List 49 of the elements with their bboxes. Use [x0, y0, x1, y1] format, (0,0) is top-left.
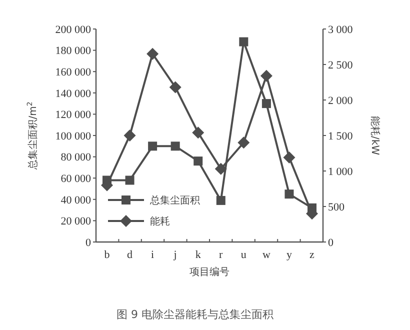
point [170, 142, 180, 151]
y2-tick-label: 2 500 [328, 59, 354, 72]
x-axis-title: 项目编号 [190, 266, 230, 278]
y-tick-label: 40 000 [60, 194, 92, 206]
y-tick-label: 180 000 [55, 45, 92, 58]
x-tick-label: u [240, 249, 247, 261]
y-tick-label: 80 000 [60, 152, 92, 164]
point [284, 190, 294, 199]
legend-label: 能耗 [150, 216, 170, 228]
x-tick-label: j [172, 249, 177, 261]
point [194, 156, 203, 166]
y2-tick-label: 500 [328, 201, 345, 214]
y-tick-label: 100 000 [55, 130, 92, 142]
y2-tick-label: 2 000 [328, 94, 354, 107]
y-tick-label: 200 000 [55, 24, 92, 36]
point [283, 152, 296, 164]
point [260, 70, 272, 82]
legend-label: 总集尘面积 [149, 194, 200, 206]
y-tick-label: 140 000 [55, 88, 92, 100]
point [216, 196, 226, 205]
x-tick-label: w [262, 249, 270, 261]
x-tick-label: z [310, 249, 315, 261]
x-tick-label: i [151, 249, 154, 261]
y2-tick-label: 3 000 [328, 24, 354, 36]
point [192, 126, 204, 139]
x-tick-label: b [104, 249, 110, 261]
caption: 图 9 电除尘器能耗与总集尘面积 [116, 308, 274, 321]
y-tick-label: 120 000 [55, 109, 92, 122]
x-tick-label: r [219, 249, 224, 261]
point [146, 48, 159, 60]
y2-tick-label: 1 000 [328, 166, 354, 178]
y2-tick-label: 0 [328, 236, 334, 249]
x-tick-label: d [127, 249, 134, 261]
y2-axis-title: 能耗/kW [369, 116, 381, 156]
point [125, 176, 134, 185]
point [239, 37, 248, 46]
y-tick-label: 20 000 [60, 216, 92, 228]
point [148, 142, 158, 151]
x-tick-label: y [286, 249, 292, 261]
point [124, 130, 136, 142]
point [262, 99, 271, 108]
point [214, 162, 227, 175]
y-tick-label: 160 000 [55, 66, 92, 78]
point [238, 136, 250, 149]
y2-tick-label: 1 500 [328, 130, 354, 142]
x-tick-label: k [195, 249, 202, 261]
point [169, 81, 182, 94]
y-tick-label: 60 000 [60, 172, 92, 185]
y-tick-label: 0 [86, 236, 92, 249]
